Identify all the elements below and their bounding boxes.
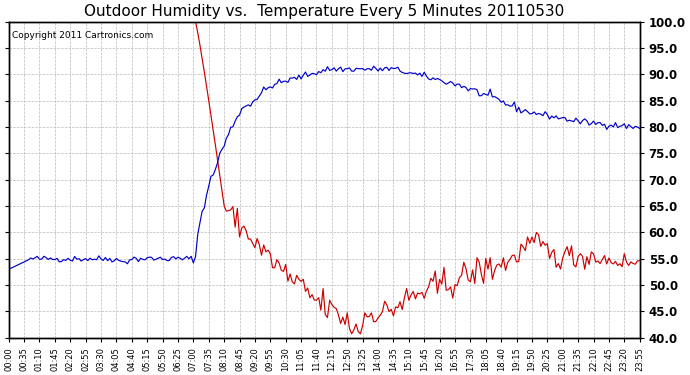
Title: Outdoor Humidity vs.  Temperature Every 5 Minutes 20110530: Outdoor Humidity vs. Temperature Every 5… [84, 4, 564, 19]
Text: Copyright 2011 Cartronics.com: Copyright 2011 Cartronics.com [12, 31, 153, 40]
